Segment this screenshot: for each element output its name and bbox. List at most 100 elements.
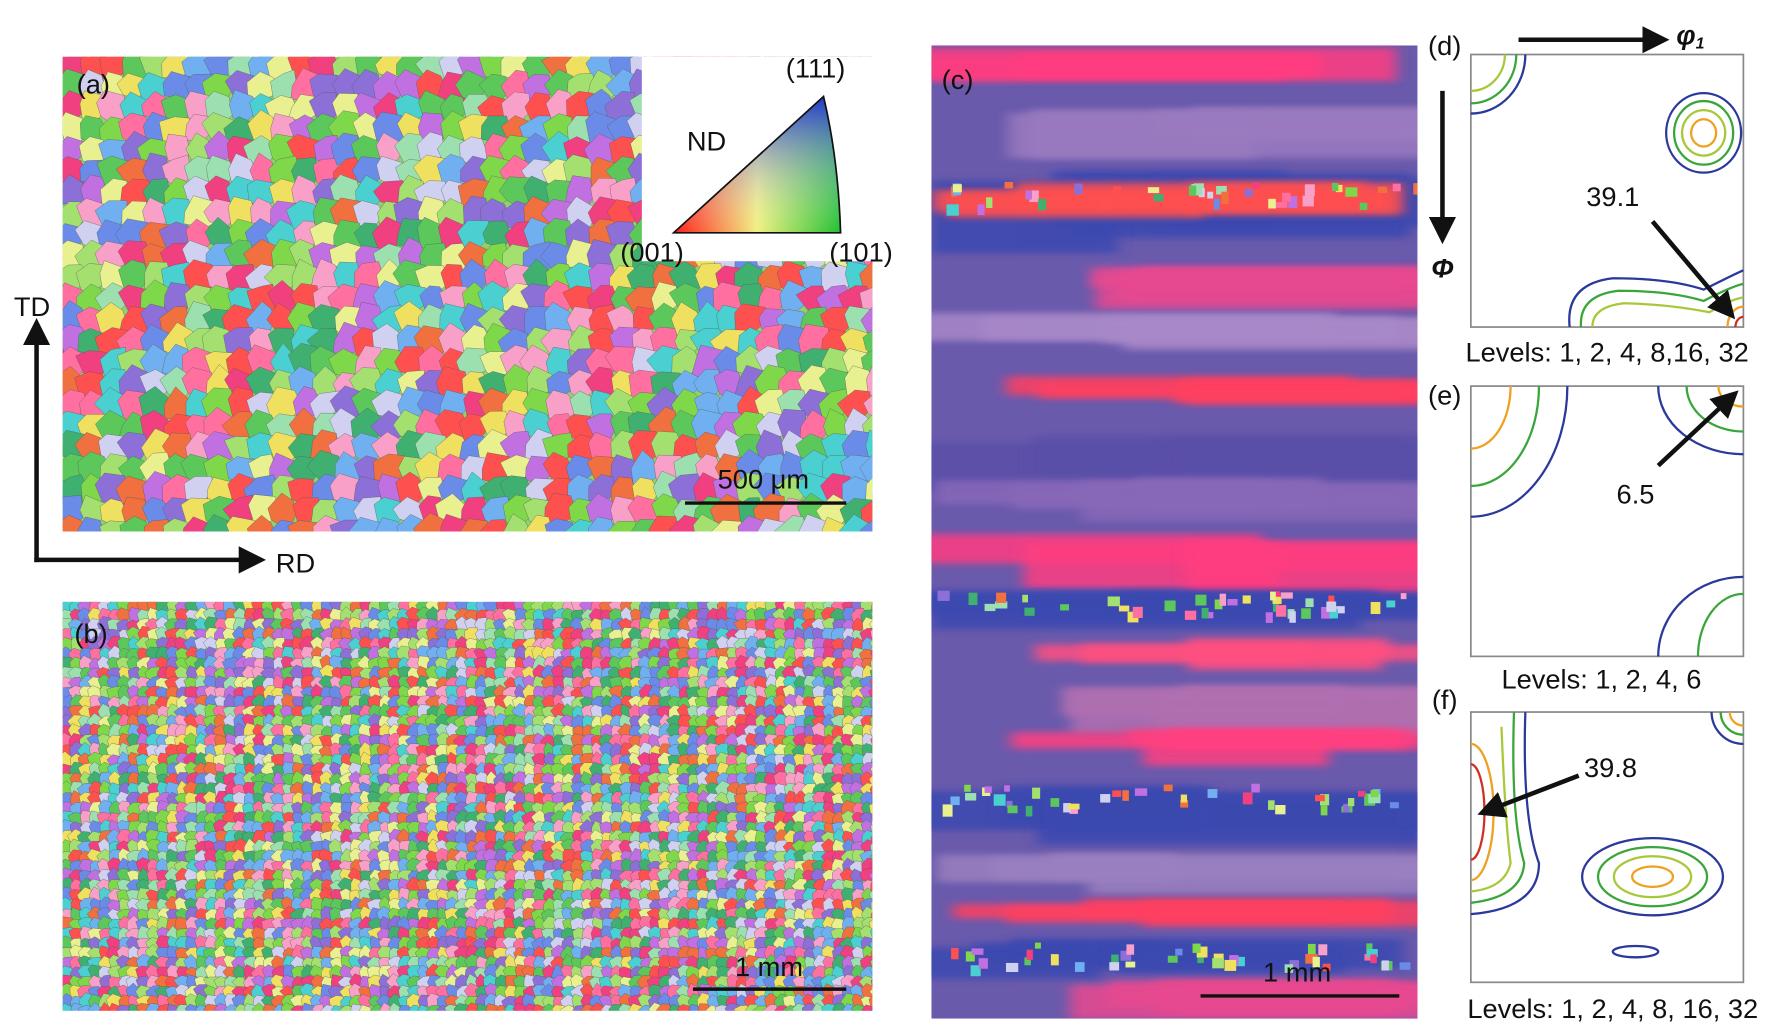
grain xyxy=(869,726,873,736)
grain xyxy=(866,365,873,396)
small-grain xyxy=(1224,959,1237,971)
grain xyxy=(674,56,694,60)
grain xyxy=(865,477,873,504)
small-grain xyxy=(1147,187,1160,194)
small-grain xyxy=(1207,191,1214,199)
small-grain xyxy=(950,796,960,806)
small-grain xyxy=(1400,593,1407,600)
grain xyxy=(62,761,63,762)
grain xyxy=(481,601,484,603)
small-grain xyxy=(1399,962,1411,970)
small-grain xyxy=(1219,593,1227,606)
small-grain xyxy=(942,804,953,817)
grain xyxy=(870,978,873,987)
grain xyxy=(860,500,873,524)
small-grain xyxy=(1213,198,1220,210)
small-grain xyxy=(1377,186,1388,193)
grain xyxy=(102,601,109,604)
grain xyxy=(870,881,873,892)
small-grain xyxy=(1242,792,1253,805)
panel-label: (a) xyxy=(77,69,110,100)
small-grain xyxy=(1126,944,1135,955)
grain xyxy=(870,958,873,969)
grain xyxy=(62,892,66,899)
grain xyxy=(122,56,142,58)
small-grain xyxy=(996,592,1007,603)
ipf-label: (101) xyxy=(829,237,893,268)
grain xyxy=(116,1004,130,1011)
grain xyxy=(62,641,65,648)
small-grain xyxy=(953,184,962,193)
grain xyxy=(425,56,435,58)
grain xyxy=(745,601,755,603)
grain xyxy=(162,518,190,532)
grain xyxy=(442,601,448,603)
small-grain xyxy=(1060,604,1070,611)
grain xyxy=(868,619,873,630)
small-grain xyxy=(1289,611,1296,623)
grain xyxy=(62,976,64,986)
small-grain xyxy=(1307,943,1316,955)
grain xyxy=(870,588,883,602)
small-grain xyxy=(1004,182,1014,189)
grain xyxy=(392,601,399,605)
grain xyxy=(62,842,65,852)
small-grain xyxy=(1413,183,1418,195)
grain xyxy=(832,601,842,603)
grain xyxy=(137,601,147,604)
grain xyxy=(614,601,619,604)
grain xyxy=(62,709,65,715)
grain xyxy=(49,588,63,602)
small-grain xyxy=(1227,598,1238,606)
small-grain xyxy=(1101,197,1111,210)
small-grain xyxy=(1007,805,1018,814)
small-grain xyxy=(1026,949,1033,960)
grain xyxy=(869,716,873,728)
grain xyxy=(62,716,65,724)
grain xyxy=(62,255,64,260)
grain xyxy=(460,518,490,532)
grain xyxy=(525,601,532,603)
grain xyxy=(62,834,65,842)
grain xyxy=(640,601,648,603)
small-grain xyxy=(1184,610,1197,620)
panel-label: (b) xyxy=(74,618,107,649)
small-grain xyxy=(1359,202,1368,210)
grain xyxy=(870,814,873,820)
grain xyxy=(871,746,873,756)
grain xyxy=(62,947,64,957)
grain xyxy=(870,911,873,920)
grain xyxy=(244,601,255,604)
grain xyxy=(773,515,807,532)
small-grain xyxy=(1164,600,1176,612)
grain xyxy=(870,757,873,767)
grain xyxy=(62,652,65,658)
small-grain xyxy=(1268,800,1275,810)
grain xyxy=(90,601,99,604)
grain xyxy=(597,601,600,603)
small-grain xyxy=(1221,191,1229,204)
grain xyxy=(90,56,104,62)
grain xyxy=(247,515,276,532)
small-grain xyxy=(1118,605,1130,612)
small-grain xyxy=(1113,186,1122,195)
grain xyxy=(307,601,310,603)
grain xyxy=(62,106,65,112)
grain xyxy=(749,56,761,60)
small-grain xyxy=(1050,798,1060,807)
grain xyxy=(383,601,390,604)
grain xyxy=(62,621,64,628)
grain xyxy=(587,516,617,532)
grain xyxy=(71,601,78,603)
grain xyxy=(62,748,64,755)
grain xyxy=(347,56,352,58)
small-grain xyxy=(946,204,959,216)
grain xyxy=(870,737,873,746)
small-grain xyxy=(977,204,985,216)
small-grain xyxy=(965,793,977,801)
small-grain xyxy=(1265,612,1273,623)
grain xyxy=(69,56,79,60)
grain xyxy=(62,336,68,349)
